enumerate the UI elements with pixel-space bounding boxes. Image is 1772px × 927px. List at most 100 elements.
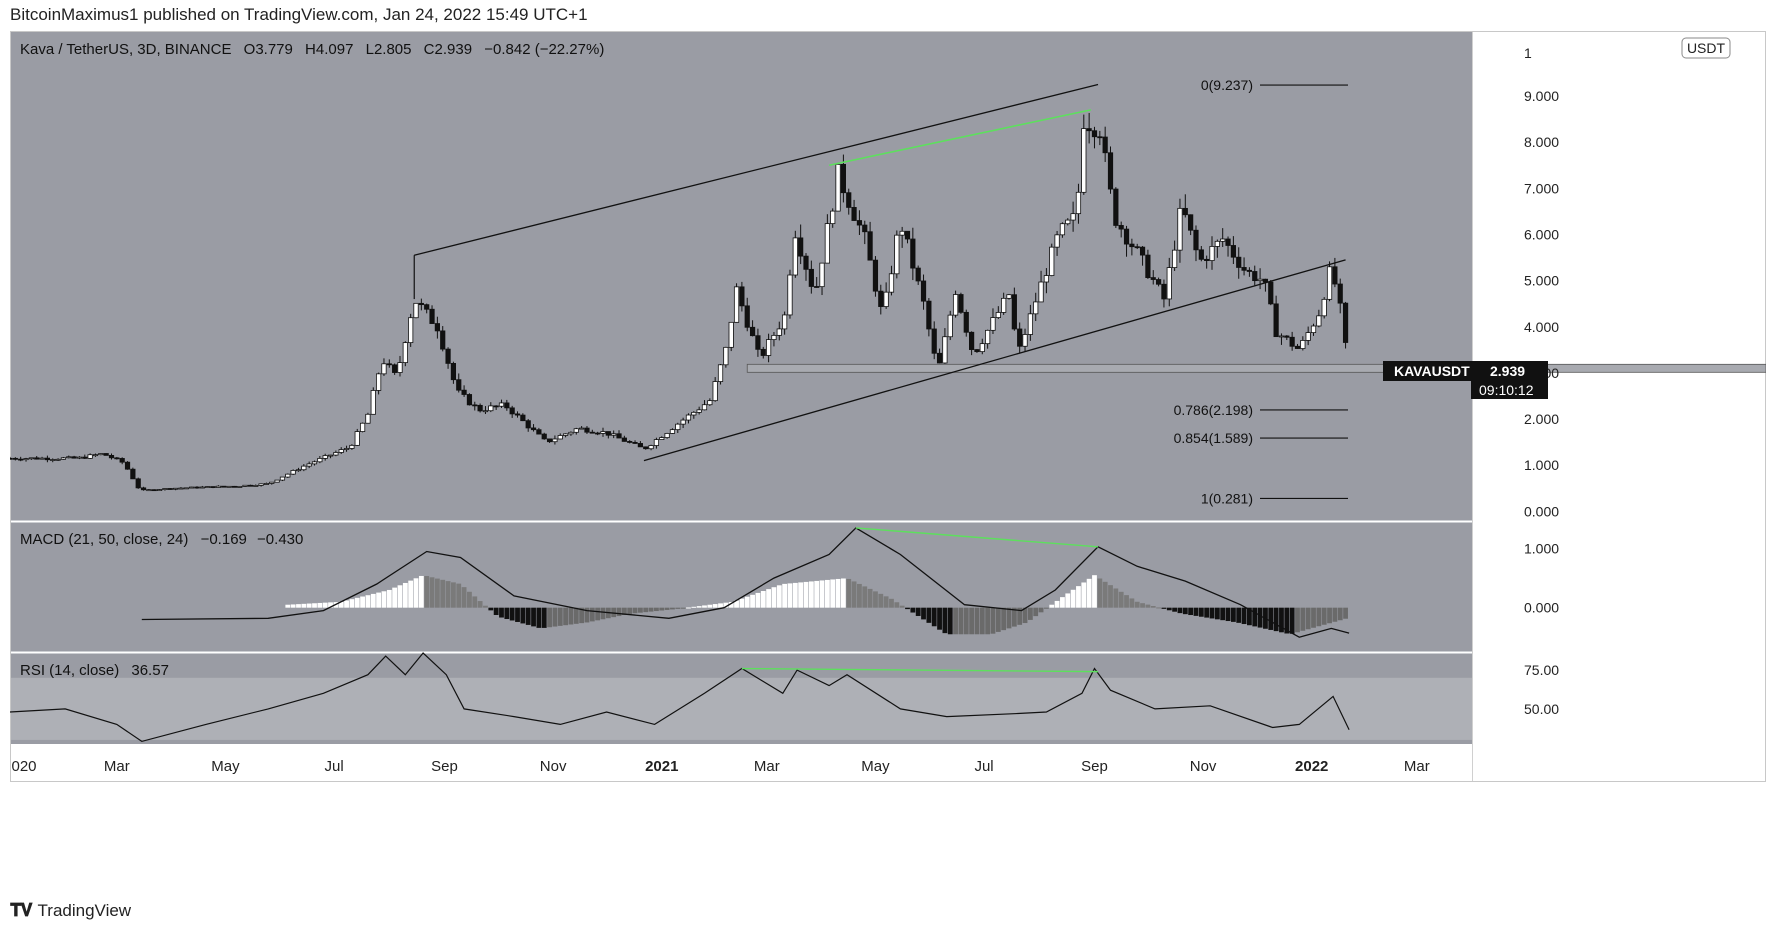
candle-body [1097,136,1103,139]
candle-body [509,407,515,415]
fib-label: 0(9.237) [1201,77,1253,93]
macd-histogram-bar [963,607,969,635]
candle-body [552,438,558,443]
footer[interactable]: 𝐓𝐕 TradingView [10,900,131,921]
macd-histogram-bar [408,580,414,608]
currency-badge[interactable]: USDT [1681,37,1731,59]
macd-histogram-bar [445,581,451,608]
candle-body [18,458,24,461]
candle-body [969,331,975,350]
macd-histogram-bar [1070,589,1076,608]
macd-histogram-bar [595,607,601,621]
candle-body [1177,207,1183,251]
macd-histogram-bar [760,591,766,608]
macd-histogram-bar [1156,607,1161,609]
candle-body [915,267,921,282]
macd-histogram-bar [1295,607,1300,633]
macd-histogram-bar [1017,607,1023,625]
candle-body [1065,219,1071,225]
macd-histogram-bar [1225,607,1231,622]
candle-body [883,291,889,307]
candle-body [98,453,104,456]
macd-histogram-bar [1172,607,1178,612]
candle-body [1118,225,1124,230]
candle-body [354,431,360,446]
candle-body [1070,213,1076,221]
macd-divergence-line [855,527,1099,548]
macd-histogram-bar [1230,607,1236,622]
candle-body [408,317,414,344]
candle-body [28,457,34,460]
candle-body [429,308,435,324]
macd-histogram-bar [1065,593,1071,608]
candle-body [413,302,419,319]
candle-body [1300,340,1306,349]
candle-body [530,427,537,431]
macd-histogram-bar [1177,607,1183,614]
macd-histogram-bar [504,607,510,620]
candle-body [840,163,846,194]
candle-body [621,437,627,442]
macd-histogram-bar [1145,604,1151,608]
candle-body [1102,136,1108,154]
ascending-channel [413,83,1346,462]
macd-histogram-bar [1097,578,1103,608]
macd-histogram-bar [424,576,430,608]
candle-body [744,305,750,328]
candle-body [151,489,157,492]
candle-body [707,400,713,406]
candle-body [1188,214,1194,231]
candle-body [835,163,841,212]
macd-histogram-bar [392,587,398,608]
macd-histogram-bar [776,585,782,608]
candle-body [66,456,72,459]
candle-body [830,210,836,225]
candle-body [568,431,574,435]
candle-body [632,441,638,444]
y-tick-label: 5.000 [1524,273,1559,289]
price-badge: KAVAUSDT 2.939 09:10:12 [1383,361,1548,399]
candle-body [440,330,446,350]
candle-body [1316,315,1322,327]
macd-histogram-bar [499,607,504,618]
candle-body [637,443,643,448]
price-series [7,112,1349,492]
macd-histogram-bar [1086,578,1092,608]
chart-svg[interactable]: Kava / TetherUS, 3D, BINANCE O3.779 H4.0… [7,31,1767,888]
macd-histogram-bar [488,607,494,611]
macd-histogram-bar [840,578,846,608]
fib-label: 0.854(1.589) [1174,430,1253,446]
candle-body [664,433,670,438]
chart-area[interactable]: Kava / TetherUS, 3D, BINANCE O3.779 H4.0… [7,31,1767,888]
macd-histogram-bar [285,604,291,608]
candle-body [1326,266,1333,300]
candle-body [504,402,510,409]
rsi-divergence-line [741,667,1099,673]
candle-body [1257,278,1263,282]
macd-histogram-bar [637,607,643,613]
macd-histogram-bar [1279,607,1284,633]
candle-body [274,479,280,483]
candle-body [782,314,788,330]
candle-body [1081,128,1087,193]
y-axis-background [1472,31,1766,782]
macd-histogram-bar [792,582,798,608]
divergence-line [828,109,1092,167]
macd-histogram-bar [344,600,349,608]
candle-body [456,379,462,391]
candle-body [691,411,697,416]
channel-upper-line [414,83,1099,256]
candle-body [958,294,964,313]
macd-histogram-bar [750,594,755,608]
candle-body [498,402,505,407]
macd-histogram-bar [1134,601,1140,608]
candle-body [103,453,109,456]
macd-histogram-bar [1001,607,1007,631]
macd-histogram-bar [990,607,996,634]
macd-histogram-bar [1188,607,1194,616]
candle-body [386,363,392,366]
candle-body [643,446,649,450]
macd-histogram-bar [1214,607,1220,620]
macd-histogram-bar [515,607,520,622]
chart-border [10,31,1766,782]
